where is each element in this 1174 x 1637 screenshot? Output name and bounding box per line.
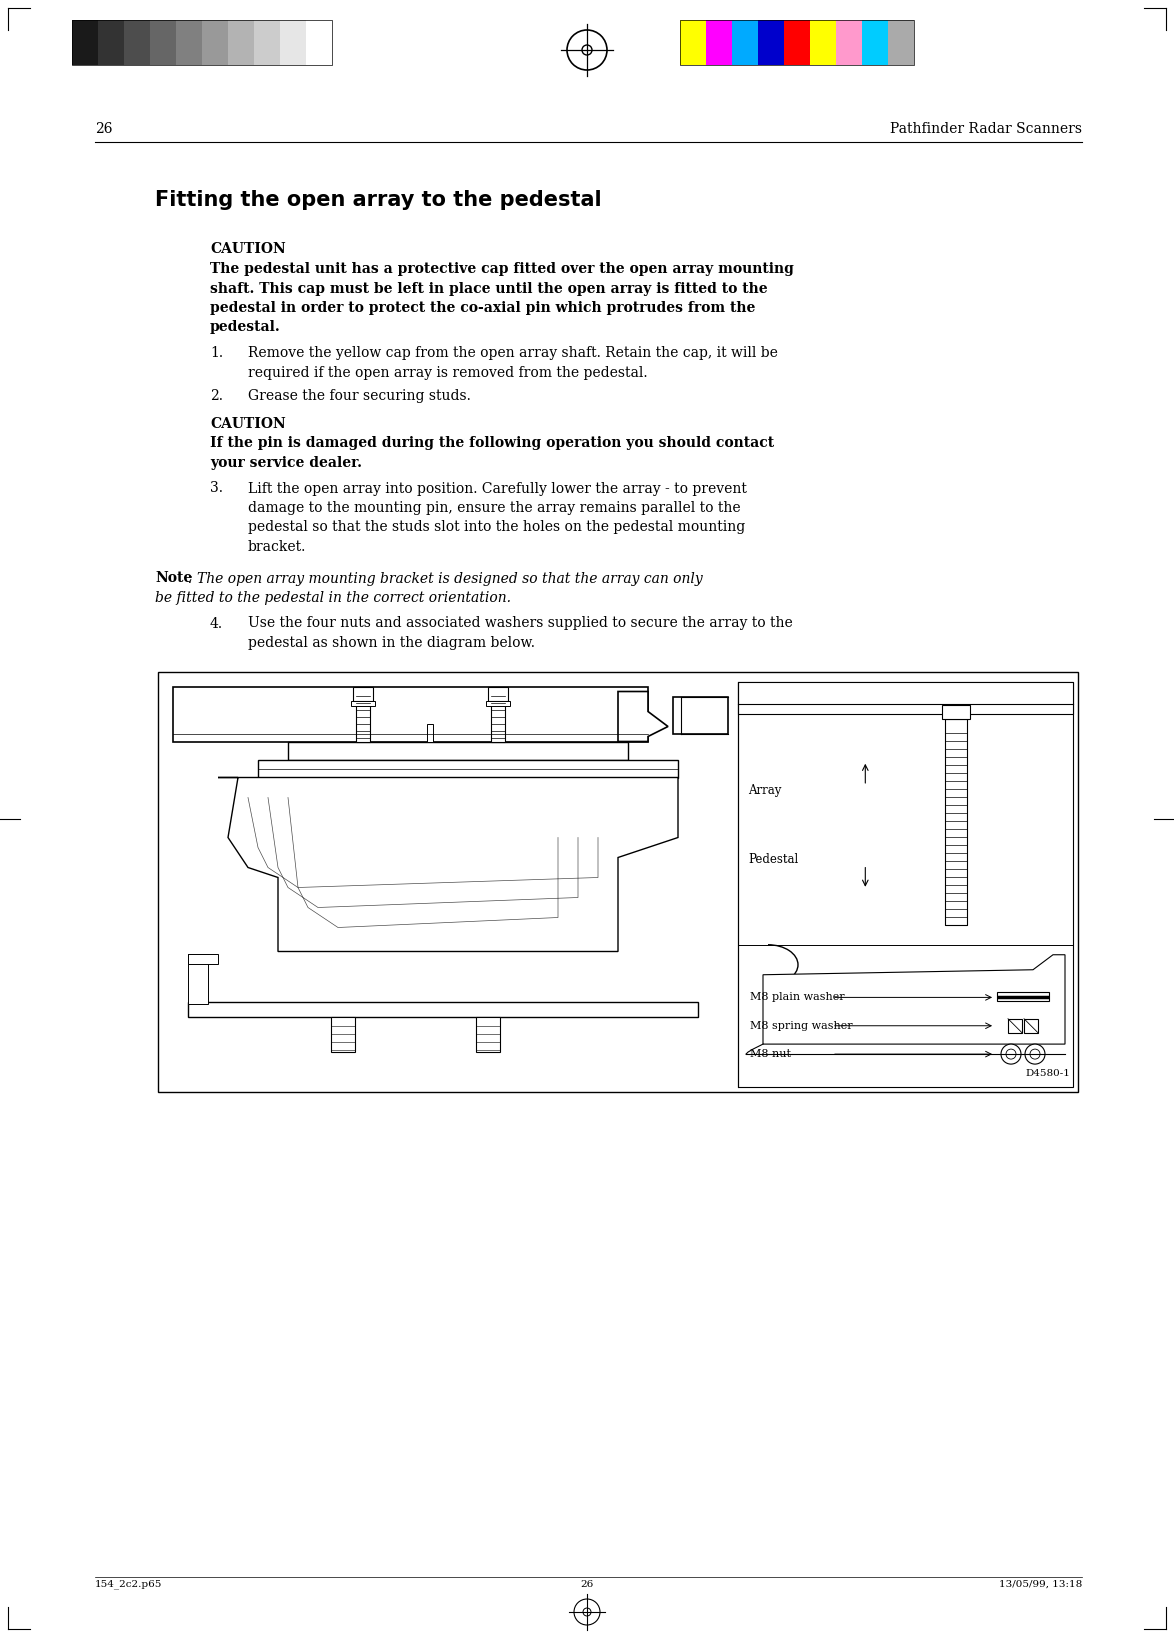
Bar [733,20,758,65]
Bar [673,696,728,733]
Text: If the pin is damaged during the following operation you should contact: If the pin is damaged during the followi… [210,437,774,450]
Bar [427,724,433,742]
Text: : The open array mounting bracket is designed so that the array can only: : The open array mounting bracket is des… [188,571,703,586]
Text: M8 nut: M8 nut [750,1049,791,1059]
Bar [188,953,208,1003]
Text: be fitted to the pedestal in the correct orientation.: be fitted to the pedestal in the correct… [155,591,511,606]
Bar [486,701,510,706]
Bar [942,706,970,719]
Bar [356,686,370,742]
Text: 154_2c2.p65: 154_2c2.p65 [95,1580,162,1590]
Bar [124,20,150,65]
Bar [784,20,810,65]
Bar [1024,1018,1038,1033]
Text: bracket.: bracket. [248,540,306,553]
Text: required if the open array is removed from the pedestal.: required if the open array is removed fr… [248,365,648,380]
Bar [173,686,648,742]
Bar [97,20,124,65]
Bar [188,1002,699,1017]
Text: Pedestal: Pedestal [748,853,798,866]
Text: D4580-1: D4580-1 [1025,1069,1070,1079]
Text: pedestal as shown in the diagram below.: pedestal as shown in the diagram below. [248,637,535,650]
Bar [258,760,679,778]
Circle shape [1030,1049,1040,1059]
Text: Fitting the open array to the pedestal: Fitting the open array to the pedestal [155,190,601,210]
Bar [836,20,862,65]
Text: CAUTION: CAUTION [210,416,285,431]
Text: M8 plain washer: M8 plain washer [750,992,844,1002]
Circle shape [1025,1044,1045,1064]
Bar [997,992,1050,1002]
Bar [288,742,628,760]
Text: CAUTION: CAUTION [210,242,285,255]
Bar [706,20,733,65]
Polygon shape [618,691,668,742]
Bar [488,686,508,701]
Bar [150,20,176,65]
Circle shape [1006,1049,1016,1059]
Bar [475,1017,500,1051]
Bar [810,20,836,65]
Bar [888,20,915,65]
Bar [680,20,706,65]
Text: 4.: 4. [210,617,223,630]
Bar [491,686,505,742]
Bar [281,20,306,65]
Text: 26: 26 [95,123,113,136]
Text: 2.: 2. [210,390,223,403]
Bar [254,20,281,65]
Text: Remove the yellow cap from the open array shaft. Retain the cap, it will be: Remove the yellow cap from the open arra… [248,345,778,360]
Text: 3.: 3. [210,481,223,496]
Bar [228,20,254,65]
Bar [176,20,202,65]
Bar [306,20,332,65]
Text: shaft. This cap must be left in place until the open array is fitted to the: shaft. This cap must be left in place un… [210,282,768,296]
Text: 13/05/99, 13:18: 13/05/99, 13:18 [999,1580,1082,1590]
Text: damage to the mounting pin, ensure the array remains parallel to the: damage to the mounting pin, ensure the a… [248,501,741,516]
Text: Grease the four securing studs.: Grease the four securing studs. [248,390,471,403]
Bar [158,671,1078,1092]
Bar [353,686,373,701]
Bar [331,1017,355,1051]
Text: your service dealer.: your service dealer. [210,457,362,470]
Bar [758,20,784,65]
Bar [738,681,1073,714]
Text: 1.: 1. [210,345,223,360]
Bar [351,701,375,706]
Bar [680,20,915,65]
Bar [72,20,97,65]
Polygon shape [218,778,679,951]
Text: The pedestal unit has a protective cap fitted over the open array mounting: The pedestal unit has a protective cap f… [210,262,794,277]
Bar [72,20,332,65]
Bar [1008,1018,1023,1033]
Bar [862,20,888,65]
Text: M8 spring washer: M8 spring washer [750,1021,852,1031]
Text: Note: Note [155,571,193,586]
Bar [945,719,966,925]
Text: Lift the open array into position. Carefully lower the array - to prevent: Lift the open array into position. Caref… [248,481,747,496]
Text: pedestal.: pedestal. [210,321,281,334]
Bar [188,953,218,964]
Bar [202,20,228,65]
Text: pedestal so that the studs slot into the holes on the pedestal mounting: pedestal so that the studs slot into the… [248,521,745,535]
Text: Array: Array [748,784,782,797]
Text: pedestal in order to protect the co-axial pin which protrudes from the: pedestal in order to protect the co-axia… [210,301,755,314]
Text: 26: 26 [580,1580,594,1590]
Polygon shape [763,954,1065,1044]
Text: Pathfinder Radar Scanners: Pathfinder Radar Scanners [890,123,1082,136]
Bar [738,681,1073,1087]
Text: Use the four nuts and associated washers supplied to secure the array to the: Use the four nuts and associated washers… [248,617,792,630]
Circle shape [1001,1044,1021,1064]
